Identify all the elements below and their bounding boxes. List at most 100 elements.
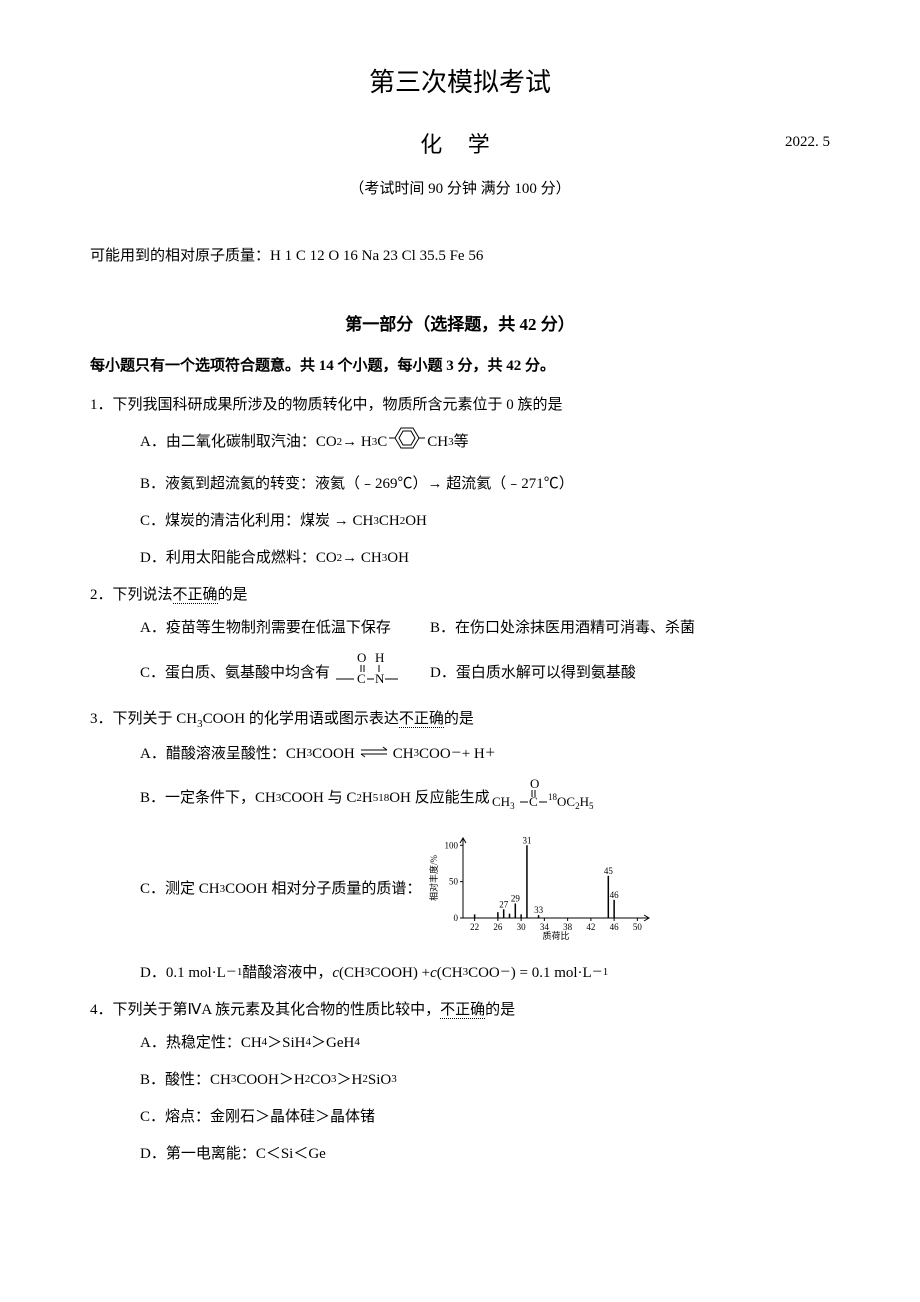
q4-b-mid2: CO xyxy=(310,1067,331,1094)
q1-a-ch3: CH xyxy=(427,429,448,456)
q1-a-arrow: → H xyxy=(342,429,372,456)
svg-text:26: 26 xyxy=(494,922,504,932)
subtitle-row: 化 学 2022. 5 xyxy=(90,125,830,165)
svg-text:H: H xyxy=(375,652,384,665)
q3-b-mid1: COOH 与 C xyxy=(281,785,356,812)
q1-a-c: C xyxy=(377,429,387,456)
svg-text:31: 31 xyxy=(523,835,532,845)
svg-text:46: 46 xyxy=(610,890,620,900)
q2-text-prefix: 2．下列说法 xyxy=(90,587,173,603)
q3-c-suffix: COOH 相对分子质量的质谱： xyxy=(225,876,421,903)
svg-text:27: 27 xyxy=(500,899,510,909)
q3-b-prefix: B．一定条件下，CH xyxy=(140,785,276,812)
q3-a-mid: COOH xyxy=(312,741,355,768)
q3-c-prefix: C．测定 CH xyxy=(140,876,220,903)
subject: 化 学 xyxy=(90,125,830,165)
svg-text:22: 22 xyxy=(470,922,479,932)
q1-d-suffix: OH xyxy=(387,545,409,572)
q4-a-mid: ＞SiH xyxy=(267,1030,305,1057)
q3-a: A．醋酸溶液呈酸性：CH3COOH CH3COO－ + H＋ xyxy=(140,741,830,768)
q3-prefix: 3．下列关于 CH xyxy=(90,711,197,727)
peptide-bond-icon: O H C N xyxy=(334,652,398,696)
q3-d-mid3: ) = 0.1 mol·L xyxy=(511,960,592,987)
svg-text:0: 0 xyxy=(454,913,459,923)
svg-text:50: 50 xyxy=(449,876,459,886)
atomic-mass: 可能用到的相对原子质量：H 1 C 12 O 16 Na 23 Cl 35.5 … xyxy=(90,243,830,270)
q4-b: B．酸性：CH3COOH＞H2CO3＞H2SiO3 xyxy=(140,1067,830,1094)
q4-b-suffix: SiO xyxy=(368,1067,391,1094)
q3-suffix: 的是 xyxy=(444,711,474,727)
q4-b-prefix: B．酸性：CH xyxy=(140,1067,231,1094)
q1-d: D．利用太阳能合成燃料：CO2 → CH3OH xyxy=(140,545,830,572)
q4-b-mid1: COOH＞H xyxy=(236,1067,304,1094)
svg-text:30: 30 xyxy=(517,922,527,932)
q3-a-prefix: A．醋酸溶液呈酸性：CH xyxy=(140,741,307,768)
q3-c: C．测定 CH3COOH 相对分子质量的质谱： 0501002226303438… xyxy=(140,830,830,950)
svg-text:O: O xyxy=(357,652,366,665)
q4-a-prefix: A．热稳定性：CH xyxy=(140,1030,262,1057)
svg-text:相对丰度/%: 相对丰度/% xyxy=(428,854,439,901)
q1-d-arrow: → CH xyxy=(342,545,382,572)
q3-b-mid2: OH 反应能生成 xyxy=(389,785,489,812)
q4-c: C．熔点：金刚石＞晶体硅＞晶体锗 xyxy=(140,1104,830,1131)
q1-c-prefix: C．煤炭的清洁化利用：煤炭 → CH xyxy=(140,508,373,535)
q1-c-suffix: OH xyxy=(405,508,427,535)
q2-row2: C．蛋白质、氨基酸中均含有 O H C N D．蛋白质水解可以得到氨基酸 xyxy=(140,652,830,696)
exam-info: （考试时间 90 分钟 满分 100 分） xyxy=(90,176,830,203)
q2-under: 不正确 xyxy=(173,587,218,604)
q4-text: 4．下列关于第ⅣA 族元素及其化合物的性质比较中，不正确的是 xyxy=(90,997,830,1024)
q2-c-text: C．蛋白质、氨基酸中均含有 xyxy=(140,660,330,687)
q4-a: A．热稳定性：CH4＞SiH4＞GeH4 xyxy=(140,1030,830,1057)
exam-date: 2022. 5 xyxy=(785,129,830,156)
q1-b: B．液氦到超流氦的转变：液氦（﹣269℃）→ 超流氦（﹣271℃） xyxy=(140,471,830,498)
exam-title: 第三次模拟考试 xyxy=(90,60,830,107)
q3-text: 3．下列关于 CH3COOH 的化学用语或图示表达不正确的是 xyxy=(90,706,830,735)
q1-a-prefix: A．由二氧化碳制取汽油：CO xyxy=(140,429,337,456)
q3-d-mid1: 醋酸溶液中， xyxy=(242,960,332,987)
q4-d: D．第一电离能：C＜Si＜Ge xyxy=(140,1141,830,1168)
q1-a-suffix: 等 xyxy=(454,429,469,456)
svg-text:100: 100 xyxy=(445,840,459,850)
q3-b: B．一定条件下，CH3COOH 与 C2H518OH 反应能生成 CH3 C O… xyxy=(140,778,830,820)
svg-text:50: 50 xyxy=(633,922,643,932)
q2-row1: A．疫苗等生物制剂需要在低温下保存 B．在伤口处涂抹医用酒精可消毒、杀菌 xyxy=(140,615,830,642)
svg-text:33: 33 xyxy=(534,905,544,915)
q4-b-mid3: ＞H xyxy=(337,1067,363,1094)
q1-d-prefix: D．利用太阳能合成燃料：CO xyxy=(140,545,337,572)
q4-a-suffix: ＞GeH xyxy=(311,1030,354,1057)
svg-text:18OC2H5: 18OC2H5 xyxy=(548,792,594,810)
q3-a-suffix: + H xyxy=(462,741,485,768)
q1-a: A．由二氧化碳制取汽油：CO2 → H3C CH3 等 xyxy=(140,425,830,461)
svg-text:C: C xyxy=(357,671,366,686)
svg-text:CH3: CH3 xyxy=(492,794,515,810)
instructions: 每小题只有一个选项符合题意。共 14 个小题，每小题 3 分，共 42 分。 xyxy=(90,353,830,380)
q3-d-mid2: COOH) + xyxy=(370,960,430,987)
benzene-icon xyxy=(389,425,425,461)
q2-a: A．疫苗等生物制剂需要在低温下保存 xyxy=(140,615,430,642)
svg-text:29: 29 xyxy=(511,893,521,903)
section-title: 第一部分（选择题，共 42 分） xyxy=(90,310,830,341)
q3-mid: COOH 的化学用语或图示表达 xyxy=(203,711,399,727)
mass-spectrum-chart: 0501002226303438424650272931334546相对丰度/%… xyxy=(425,830,655,950)
svg-text:42: 42 xyxy=(587,922,596,932)
q3-under: 不正确 xyxy=(399,711,444,728)
ester-structure-icon: CH3 C O 18OC2H5 xyxy=(492,778,632,820)
q3-d: D．0.1 mol·L－1 醋酸溶液中，c(CH3COOH) + c(CH3CO… xyxy=(140,960,830,987)
q2-text: 2．下列说法不正确的是 xyxy=(90,582,830,609)
svg-text:46: 46 xyxy=(610,922,620,932)
svg-text:质荷比: 质荷比 xyxy=(543,930,570,940)
q4-under: 不正确 xyxy=(440,1002,485,1019)
svg-text:45: 45 xyxy=(604,866,614,876)
svg-text:O: O xyxy=(530,778,539,791)
q3-d-prefix: D．0.1 mol·L xyxy=(140,960,226,987)
q2-b: B．在伤口处涂抹医用酒精可消毒、杀菌 xyxy=(430,615,695,642)
equilibrium-icon xyxy=(359,741,389,768)
svg-text:N: N xyxy=(375,671,385,686)
svg-text:C: C xyxy=(529,794,538,809)
q4-prefix: 4．下列关于第ⅣA 族元素及其化合物的性质比较中， xyxy=(90,1002,440,1018)
q1-c: C．煤炭的清洁化利用：煤炭 → CH3CH2OH xyxy=(140,508,830,535)
q2-d: D．蛋白质水解可以得到氨基酸 xyxy=(430,652,636,696)
q2-text-suffix: 的是 xyxy=(218,587,248,603)
q4-suffix: 的是 xyxy=(485,1002,515,1018)
q3-a-mid2: CH xyxy=(393,741,414,768)
